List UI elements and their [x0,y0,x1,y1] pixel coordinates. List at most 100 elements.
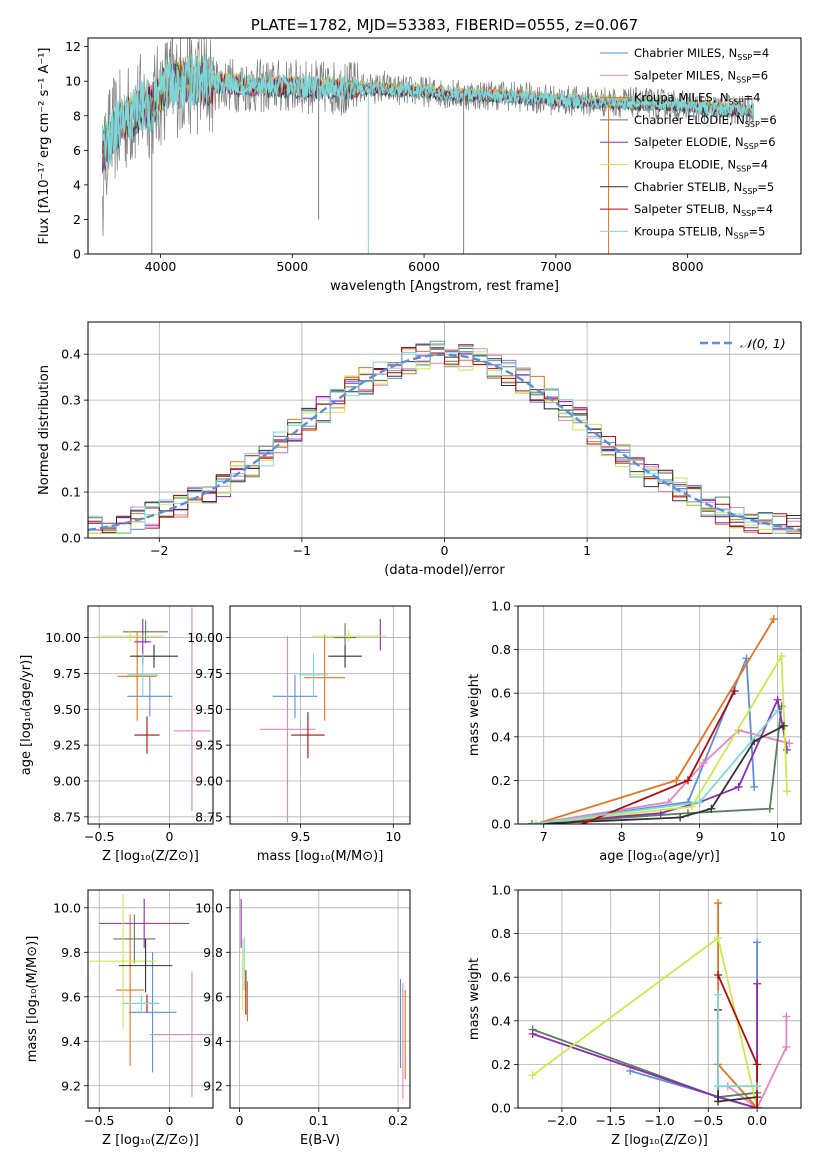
y-tick-label: 1.0 [491,599,511,614]
y-tick-label: 10.00 [45,630,81,645]
age_vs_mass-points [259,618,386,823]
y-tick-label: 8.75 [195,809,223,824]
x-tick-label: 1 [583,543,591,558]
x-tick-label: 0 [441,543,449,558]
y-tick-label: 10.0 [53,900,81,915]
y-tick-label: 0.0 [491,817,511,832]
histogram-salpeter_stelib [88,344,801,534]
y-tick-label: 8 [73,108,81,123]
x-axis-label: wavelength [Angstrom, rest frame] [330,279,559,294]
weight_vs_z-series [528,899,791,1108]
x-tick-label: 8000 [672,259,704,274]
y-tick-label: 0.4 [491,729,511,744]
y-tick-label: 0.4 [61,347,81,362]
x-tick-label: 7 [540,829,548,844]
spectrum-legend: Chabrier MILES, NSSP=4 Salpeter MILES, NS… [600,46,777,240]
series-marker [664,798,673,807]
y-tick-label: 10 [65,74,81,89]
x-tick-label: 10 [770,829,786,844]
y-tick-label: 9.25 [53,738,81,753]
y-tick-label: 9.00 [53,773,81,788]
y-tick-label: 0.2 [491,1057,511,1072]
y-tick-label: 9.25 [195,738,223,753]
series-marker [777,652,786,661]
series-marker [765,804,774,813]
series-marker [683,776,692,785]
axes-frame [87,321,802,539]
y-tick-label: 0 [73,247,81,262]
weight_vs_age-series [528,615,794,824]
series-marker [707,804,716,813]
y-tick-label: 9.2 [61,1078,81,1093]
x-tick-label: 0.1 [309,1113,329,1128]
series-marker [714,1082,723,1091]
legend-entry: Salpeter MILES, NSSP=6 [634,68,768,84]
axes-frame [517,605,802,825]
series-marker [782,1012,791,1021]
y-tick-label: 9.50 [195,702,223,717]
age_vs_mass-axes: 9.5 10 8.75 9.00 9.25 9.50 9.75 10.00 mass [log₁… [187,606,410,864]
series-marker [528,1029,537,1038]
y-tick-label: 9.75 [195,666,223,681]
series-line-chabrier_elodie [531,706,783,824]
y-tick-label: 1.0 [491,883,511,898]
series-line-salpeter_elodie [531,696,788,824]
series-marker [531,820,540,824]
x-tick-label: 9.5 [291,829,311,844]
x-tick-label: 7000 [540,259,572,274]
series-marker [753,1082,762,1091]
legend-entry: 𝒩(0, 1) [740,336,786,351]
legend-entry: Chabrier ELODIE, NSSP=6 [634,113,777,129]
axes-frame [87,605,214,825]
age_vs_z-axes: −0.5 0 8.75 9.00 9.25 9.50 9.75 10.00 Z [log₁₀(Z… [19,606,213,864]
x-axis-label: (data-model)/error [384,563,505,578]
series-marker [714,990,723,999]
series-line-salpeter_stelib [717,974,758,1108]
x-axis-label: Z [log₁₀(Z/Z⊙)] [611,1133,708,1148]
y-tick-label: 4 [73,177,81,192]
y-tick-label: 0.8 [491,642,511,657]
age_vs_z-points [96,607,211,812]
series-marker [750,782,759,791]
x-tick-label: 0.2 [388,1113,408,1128]
x-axis-label: Z [log₁₀(Z/Z⊙)] [102,1133,199,1148]
x-tick-label: 5000 [276,259,308,274]
mass_vs_z-points [89,894,213,1097]
series-marker [769,615,778,624]
series-marker [699,758,708,767]
y-tick-label: 0.4 [491,1013,511,1028]
x-axis-label: Z [log₁₀(Z/Z⊙)] [102,849,199,864]
y-tick-label: 2 [73,212,81,227]
histogram-kroupa_elodie [88,348,801,534]
y-tick-label: 9.6 [203,989,223,1004]
y-tick-label: 0.8 [491,926,511,941]
axes-frame [87,889,214,1109]
x-tick-label: 6000 [408,259,440,274]
chart-title: PLATE=1782, MJD=53383, FIBERID=0555, z=0… [251,16,638,34]
y-tick-label: 9.75 [53,666,81,681]
x-tick-label: 10 [385,829,401,844]
mass_vs_z-axes: −0.5 0 9.2 9.4 9.6 9.8 10.0 Z [log₁₀(Z/Z⊙)] mass… [25,890,213,1148]
y-tick-label: 0.6 [491,970,511,985]
y-axis-label: Normed distribution [37,365,52,495]
y-axis-label: mass weight [467,958,482,1040]
y-axis-label: Flux [fλ10⁻¹⁷ erg cm⁻² s⁻¹ A⁻¹] [37,48,52,245]
legend-entry: Chabrier MILES, NSSP=4 [634,46,769,62]
x-tick-label: 0 [165,829,173,844]
y-tick-label: 9.6 [61,989,81,1004]
legend-entry: Salpeter STELIB, NSSP=4 [634,202,773,218]
series-marker [782,745,791,754]
gaussian-curve [88,353,801,532]
y-tick-label: 10.0 [195,900,223,915]
series-marker [734,782,743,791]
y-tick-label: 12 [65,39,81,54]
series-marker [528,1071,537,1080]
x-tick-label: −0.5 [84,829,114,844]
y-tick-label: 9.4 [203,1034,223,1049]
x-tick-label: 2 [726,543,734,558]
y-tick-label: 0.6 [491,686,511,701]
x-tick-label: 0 [236,1113,244,1128]
series-marker [730,687,739,696]
y-tick-label: 9.00 [195,773,223,788]
x-tick-label: −2 [150,543,168,558]
